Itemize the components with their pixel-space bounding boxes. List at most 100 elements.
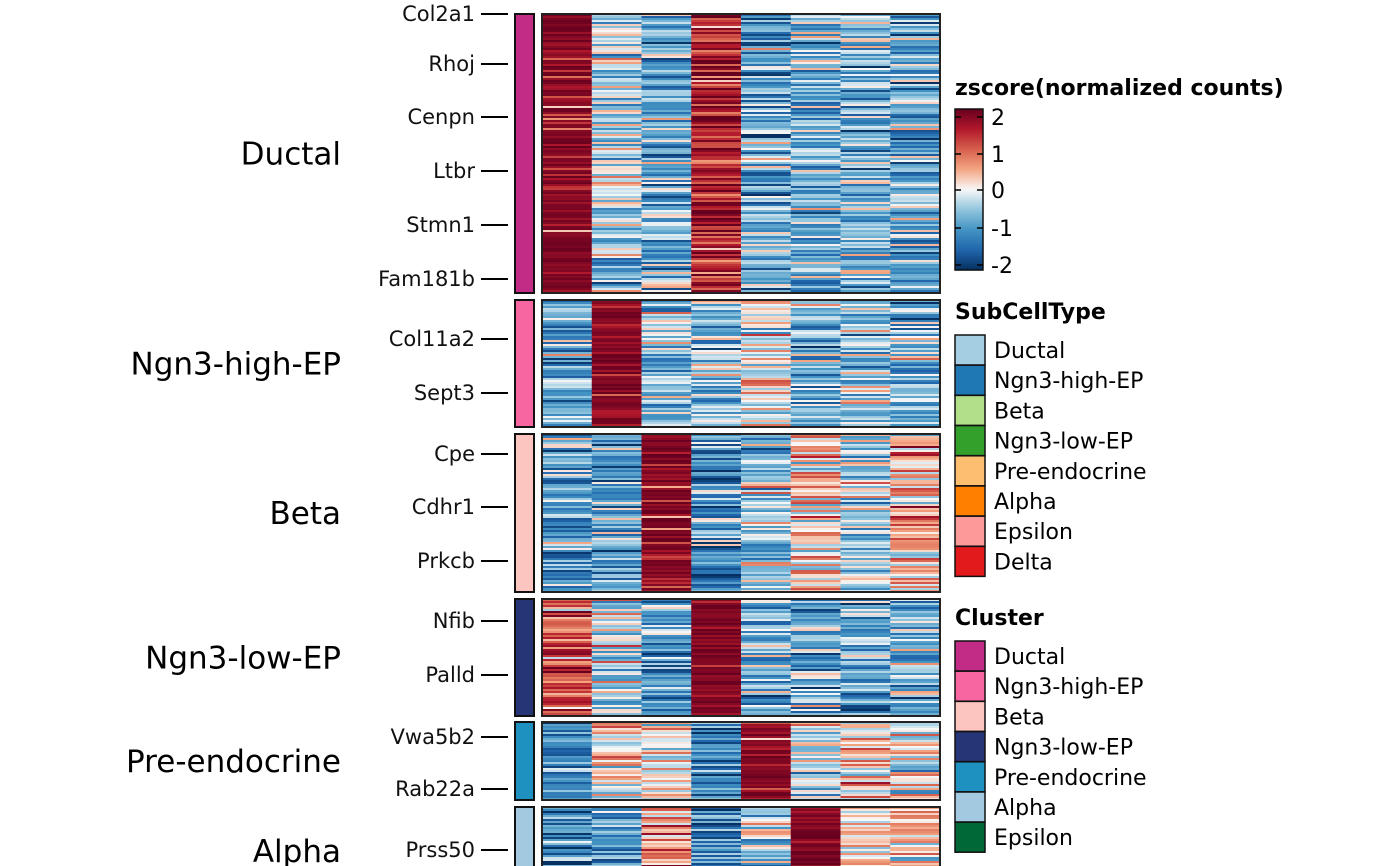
heatmap-cell <box>890 829 941 831</box>
heatmap-cell <box>840 484 891 486</box>
heatmap-cell <box>591 693 643 695</box>
heatmap-cell <box>890 837 941 839</box>
heatmap-cell <box>691 780 742 782</box>
heatmap-cell <box>591 268 643 270</box>
heatmap-cell <box>790 681 842 683</box>
heatmap-cell <box>840 160 891 162</box>
heatmap-cell <box>741 310 792 312</box>
heatmap-cell <box>542 639 593 641</box>
heatmap-cell <box>741 752 792 754</box>
heatmap-cell <box>890 619 941 621</box>
heatmap-cell <box>641 853 692 855</box>
heatmap-cell <box>790 424 842 426</box>
heatmap-cell <box>890 504 941 506</box>
heatmap-cell <box>641 736 692 738</box>
heatmap-cell <box>890 38 941 40</box>
heatmap-cell <box>641 522 692 524</box>
heatmap-cell <box>641 728 692 730</box>
heatmap-cell <box>741 498 792 500</box>
heatmap-cell <box>840 442 891 444</box>
heatmap-cell <box>840 764 891 766</box>
heatmap-cell <box>890 190 941 192</box>
heatmap-cell <box>591 657 643 659</box>
heatmap-cell <box>741 336 792 338</box>
heatmap-cell <box>741 859 792 861</box>
heatmap-cell <box>591 188 643 190</box>
heatmap-cell <box>542 621 593 623</box>
heatmap-cell <box>890 158 941 160</box>
heatmap-cell <box>840 68 891 70</box>
heatmap-cell <box>890 178 941 180</box>
heatmap-cell <box>542 214 593 216</box>
heatmap-cell <box>641 158 692 160</box>
heatmap-cell <box>840 472 891 474</box>
heatmap-cell <box>641 502 692 504</box>
heatmap-cell <box>840 28 891 30</box>
heatmap-cell <box>741 665 792 667</box>
heatmap-cell <box>790 780 842 782</box>
heatmap-cell <box>790 752 842 754</box>
heatmap-cell <box>840 182 891 184</box>
gene-label: Cenpn <box>407 105 475 129</box>
heatmap-cell <box>890 324 941 326</box>
heatmap-cell <box>591 835 643 837</box>
heatmap-cell <box>691 580 742 582</box>
heatmap-cell <box>542 418 593 420</box>
heatmap-cell <box>542 472 593 474</box>
heatmap-cell <box>840 272 891 274</box>
heatmap-cell <box>542 744 593 746</box>
heatmap-cell <box>641 418 692 420</box>
heatmap-cell <box>890 518 941 520</box>
heatmap-cell <box>741 514 792 516</box>
heatmap-cell <box>790 148 842 150</box>
heatmap-cell <box>840 382 891 384</box>
heatmap-cell <box>840 76 891 78</box>
heatmap-cell <box>741 796 792 798</box>
heatmap-cell <box>840 376 891 378</box>
heatmap-cell <box>691 526 742 528</box>
heatmap-cell <box>591 286 643 288</box>
colorbar-segment <box>955 143 983 146</box>
heatmap-cell <box>790 90 842 92</box>
heatmap-cell <box>542 218 593 220</box>
heatmap-cell <box>691 64 742 66</box>
heatmap-cell <box>641 234 692 236</box>
heatmap-cell <box>840 70 891 72</box>
heatmap-cell <box>790 554 842 556</box>
heatmap-cell <box>542 276 593 278</box>
heatmap-cell <box>741 601 792 603</box>
heatmap-cell <box>741 98 792 100</box>
heatmap-cell <box>542 410 593 412</box>
heatmap-cell <box>790 192 842 194</box>
heatmap-cell <box>542 768 593 770</box>
heatmap-cell <box>542 306 593 308</box>
heatmap-cell <box>741 326 792 328</box>
heatmap-cell <box>641 851 692 853</box>
heatmap-cell <box>691 88 742 90</box>
colorbar-segment <box>955 161 983 164</box>
heatmap-cell <box>691 683 742 685</box>
heatmap-cell <box>542 308 593 310</box>
heatmap-cell <box>890 232 941 234</box>
heatmap-cell <box>790 645 842 647</box>
heatmap-cell <box>691 609 742 611</box>
heatmap-cell <box>641 160 692 162</box>
heatmap-cell <box>741 582 792 584</box>
heatmap-cell <box>840 202 891 204</box>
heatmap-cell <box>790 130 842 132</box>
heatmap-cell <box>840 360 891 362</box>
heatmap-cell <box>691 354 742 356</box>
heatmap-cell <box>591 811 643 813</box>
heatmap-cell <box>741 740 792 742</box>
heatmap-cell <box>591 354 643 356</box>
heatmap-cell <box>840 576 891 578</box>
heatmap-cell <box>890 56 941 58</box>
heatmap-cell <box>890 772 941 774</box>
heatmap-cell <box>741 72 792 74</box>
heatmap-cell <box>790 214 842 216</box>
heatmap-cell <box>542 268 593 270</box>
heatmap-cell <box>741 226 792 228</box>
heatmap-cell <box>691 605 742 607</box>
heatmap-cell <box>790 827 842 829</box>
heatmap-cell <box>890 679 941 681</box>
